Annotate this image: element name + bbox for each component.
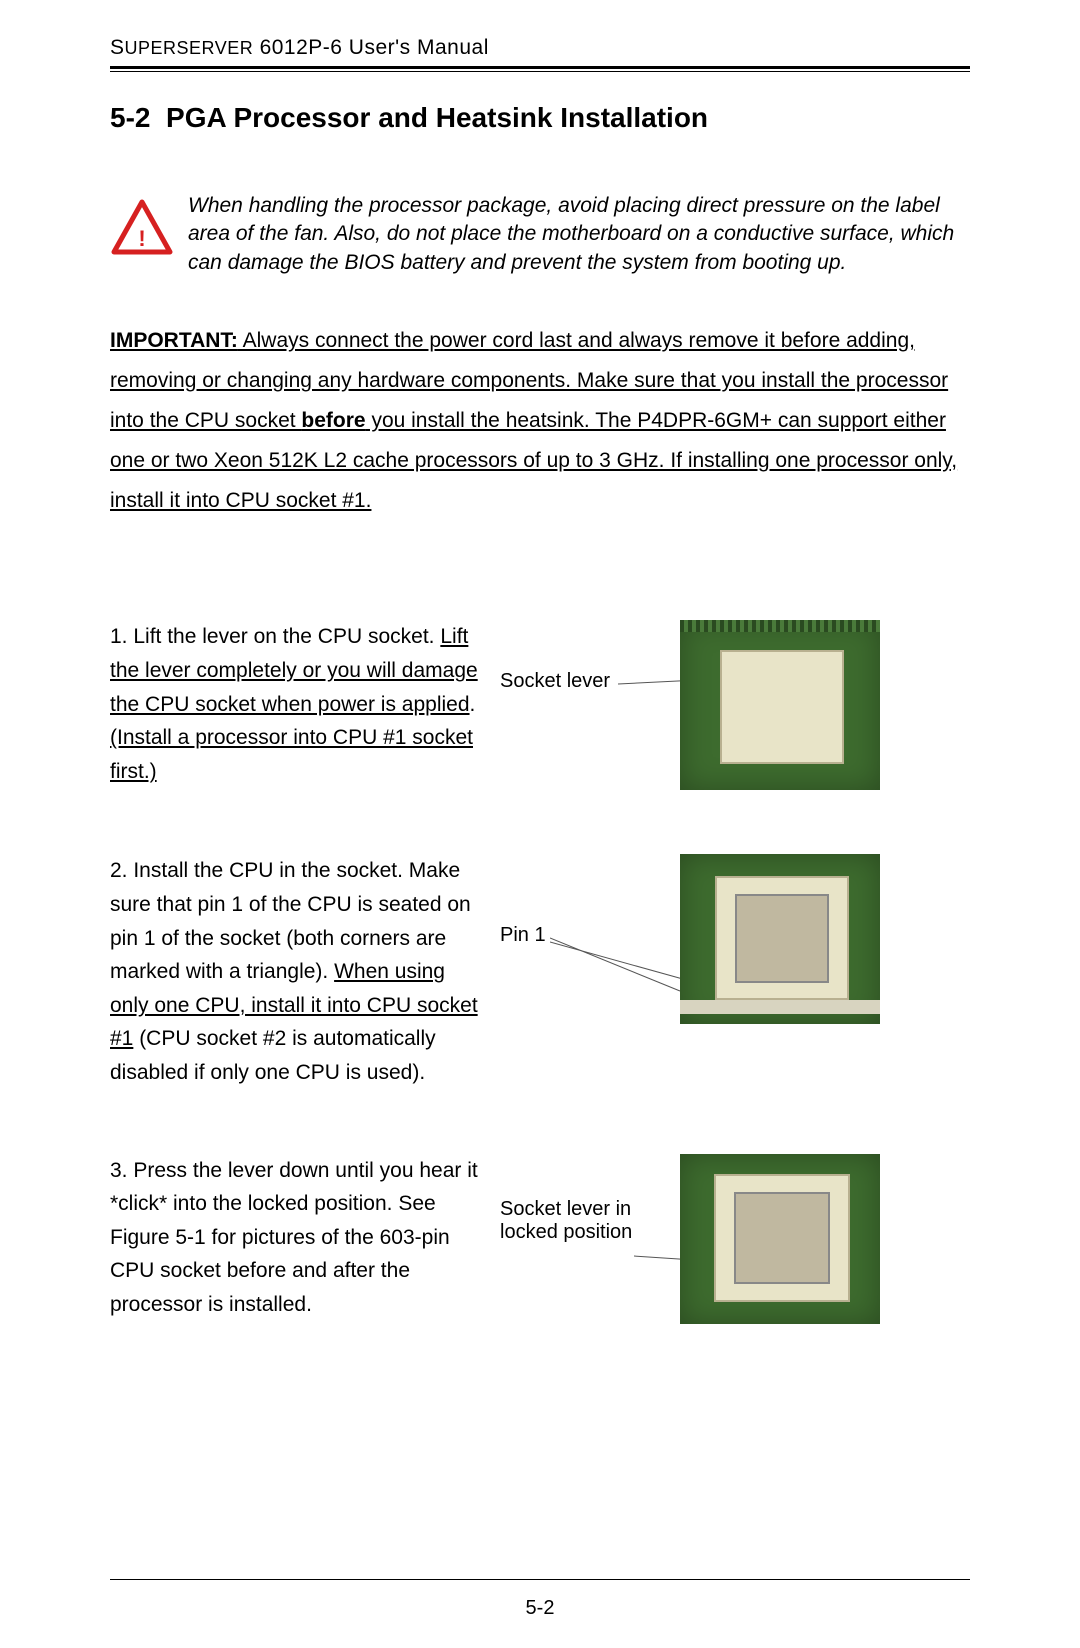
footer-rule: [110, 1579, 970, 1580]
step-1-pre: Lift the lever on the CPU socket.: [128, 625, 441, 648]
step-3-image: [680, 1154, 880, 1324]
section-title-text: PGA Processor and Heatsink Installation: [166, 102, 708, 133]
important-text-bold: before: [301, 409, 365, 432]
step-1-u2: (Install a processor into CPU #1 socket …: [110, 726, 473, 783]
manual-page: SUPERSERVER 6012P-6 User's Manual 5-2 PG…: [0, 0, 1080, 1648]
step-2-label: Pin 1: [480, 854, 680, 1089]
step-1-row: 1. Lift the lever on the CPU socket. Lif…: [110, 620, 970, 790]
step-1-label: Socket lever: [480, 620, 680, 790]
important-paragraph: IMPORTANT: Always connect the power cord…: [110, 321, 970, 520]
header-title-text: 6012P-6 User's Manual: [260, 36, 489, 59]
section-heading: 5-2 PGA Processor and Heatsink Installat…: [110, 102, 970, 134]
warning-text: When handling the processor package, avo…: [188, 192, 970, 277]
step-1-label-text: Socket lever: [500, 670, 610, 692]
step-1-image: [680, 620, 880, 790]
step-3-label: Socket lever in locked position: [480, 1154, 680, 1324]
pcb-photo-2: [680, 854, 880, 1024]
step-1-num: 1.: [110, 625, 128, 648]
section-number: 5-2: [110, 102, 150, 133]
step-3-row: 3. Press the lever down until you hear i…: [110, 1154, 970, 1324]
step-3-pre: Press the lever down until you hear it *…: [110, 1159, 478, 1316]
step-1-post: .: [470, 693, 476, 716]
step-3-text: 3. Press the lever down until you hear i…: [110, 1154, 480, 1324]
step-2-text: 2. Install the CPU in the socket. Make s…: [110, 854, 480, 1089]
warning-triangle-icon: !: [110, 198, 174, 263]
step-1-text: 1. Lift the lever on the CPU socket. Lif…: [110, 620, 480, 790]
header-rule-thin: [110, 71, 970, 72]
svg-text:!: !: [138, 226, 145, 251]
pcb-photo-3: [680, 1154, 880, 1324]
step-3-label-text: Socket lever in locked position: [500, 1198, 632, 1243]
leader-line-icon: [550, 936, 700, 996]
step-3-num: 3.: [110, 1159, 128, 1182]
page-number: 5-2: [0, 1597, 1080, 1620]
step-2-post: (CPU socket #2 is automatically disabled…: [110, 1027, 436, 1084]
step-2-image: [680, 854, 880, 1089]
step-2-label-text: Pin 1: [500, 924, 546, 946]
warning-block: ! When handling the processor package, a…: [110, 192, 970, 277]
step-2-num: 2.: [110, 859, 128, 882]
important-label: IMPORTANT:: [110, 329, 238, 352]
header-rule-thick: [110, 66, 970, 69]
header-title: SUPERSERVER 6012P-6 User's Manual: [110, 36, 970, 60]
step-2-row: 2. Install the CPU in the socket. Make s…: [110, 854, 970, 1089]
pcb-photo-1: [680, 620, 880, 790]
